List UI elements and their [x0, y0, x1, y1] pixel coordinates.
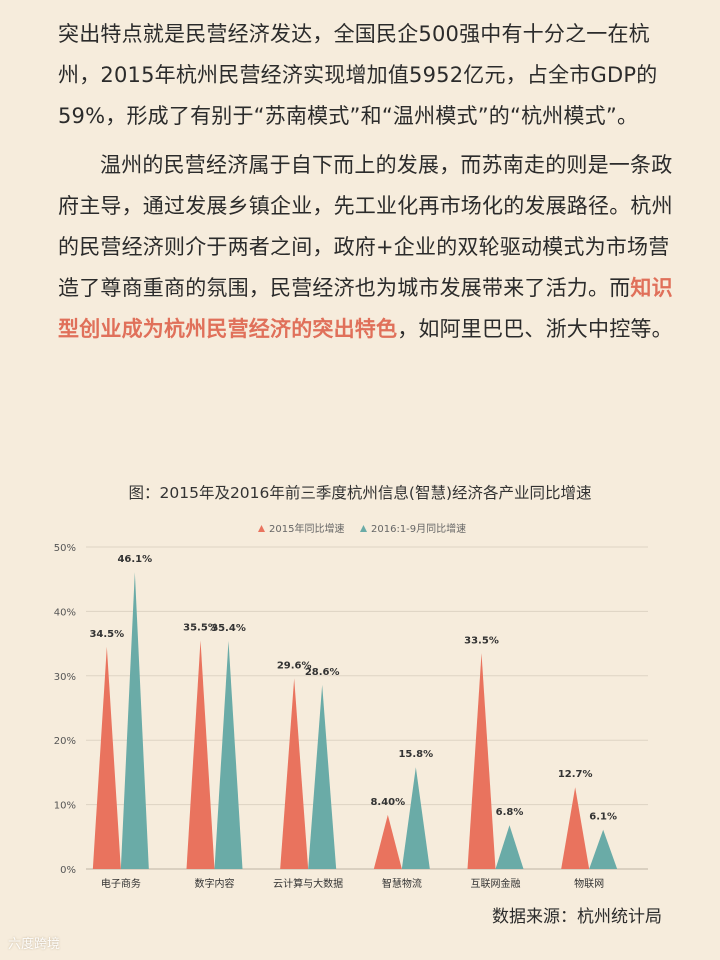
x-tick-label: 智慧物流: [382, 877, 422, 890]
article-text: 突出特点就是民营经济发达，全国民企500强中有十分之一在杭州，2015年杭州民营…: [58, 14, 678, 350]
watermark: 六度跨境: [8, 937, 61, 952]
bar: [186, 640, 215, 869]
data-source: 数据来源：杭州统计局: [492, 907, 662, 927]
y-tick-label: 40%: [54, 607, 76, 618]
bar: [467, 653, 496, 869]
bar: [495, 825, 524, 869]
y-tick-label: 50%: [54, 543, 76, 554]
chart-caption: 图：2015年及2016年前三季度杭州信息(智慧)经济各产业同比增速: [128, 484, 592, 502]
bar: [214, 641, 243, 869]
bar: [561, 787, 590, 869]
bar: [589, 829, 618, 869]
data-label: 8.40%: [370, 797, 405, 808]
y-tick-label: 0%: [60, 865, 76, 876]
bar: [308, 684, 337, 869]
bar: [373, 814, 402, 869]
legend-entry: 2016:1-9月同比增速: [371, 522, 466, 535]
bar: [92, 646, 121, 869]
data-label: 6.8%: [496, 807, 524, 818]
y-tick-label: 10%: [54, 801, 76, 812]
paragraph-2-tail: ，如阿里巴巴、浙大中控等。: [397, 317, 673, 341]
x-tick-label: 数字内容: [195, 877, 235, 890]
x-tick-label: 电子商务: [101, 877, 141, 890]
data-label: 35.4%: [211, 623, 246, 634]
bar: [280, 678, 309, 869]
data-label: 33.5%: [464, 635, 499, 646]
legend-entry: 2015年同比增速: [269, 522, 344, 535]
bar: [120, 572, 149, 869]
paragraph-2: 温州的民营经济属于自下而上的发展，而苏南走的则是一条政府主导，通过发展乡镇企业，…: [58, 145, 678, 350]
x-tick-label: 互联网金融: [471, 877, 521, 890]
data-label: 15.8%: [398, 749, 433, 760]
paragraph-2-highlight: 知识型创业成为杭州民营经济的突出特色: [58, 276, 673, 341]
x-tick-label: 物联网: [574, 877, 604, 890]
data-label: 46.1%: [117, 554, 152, 565]
bar: [401, 767, 430, 869]
paragraph-1: 突出特点就是民营经济发达，全国民企500强中有十分之一在杭州，2015年杭州民营…: [58, 22, 658, 128]
data-label: 35.5%: [183, 622, 218, 633]
data-label: 6.1%: [589, 812, 617, 823]
paragraph-2-text: 温州的民营经济属于自下而上的发展，而苏南走的则是一条政府主导，通过发展乡镇企业，…: [58, 153, 673, 300]
legend-marker: [360, 525, 367, 532]
y-tick-label: 20%: [54, 736, 76, 747]
legend-marker: [258, 525, 265, 532]
x-tick-label: 云计算与大数据: [273, 877, 343, 890]
data-label: 28.6%: [305, 667, 340, 678]
data-label: 12.7%: [558, 769, 593, 780]
growth-chart: 0% 10% 20% 30% 40% 50% 2015年同比增速 2016:1-9月同比增速 3…: [54, 522, 648, 890]
y-tick-label: 30%: [54, 672, 76, 683]
data-label: 29.6%: [277, 660, 312, 671]
data-label: 34.5%: [89, 629, 124, 640]
